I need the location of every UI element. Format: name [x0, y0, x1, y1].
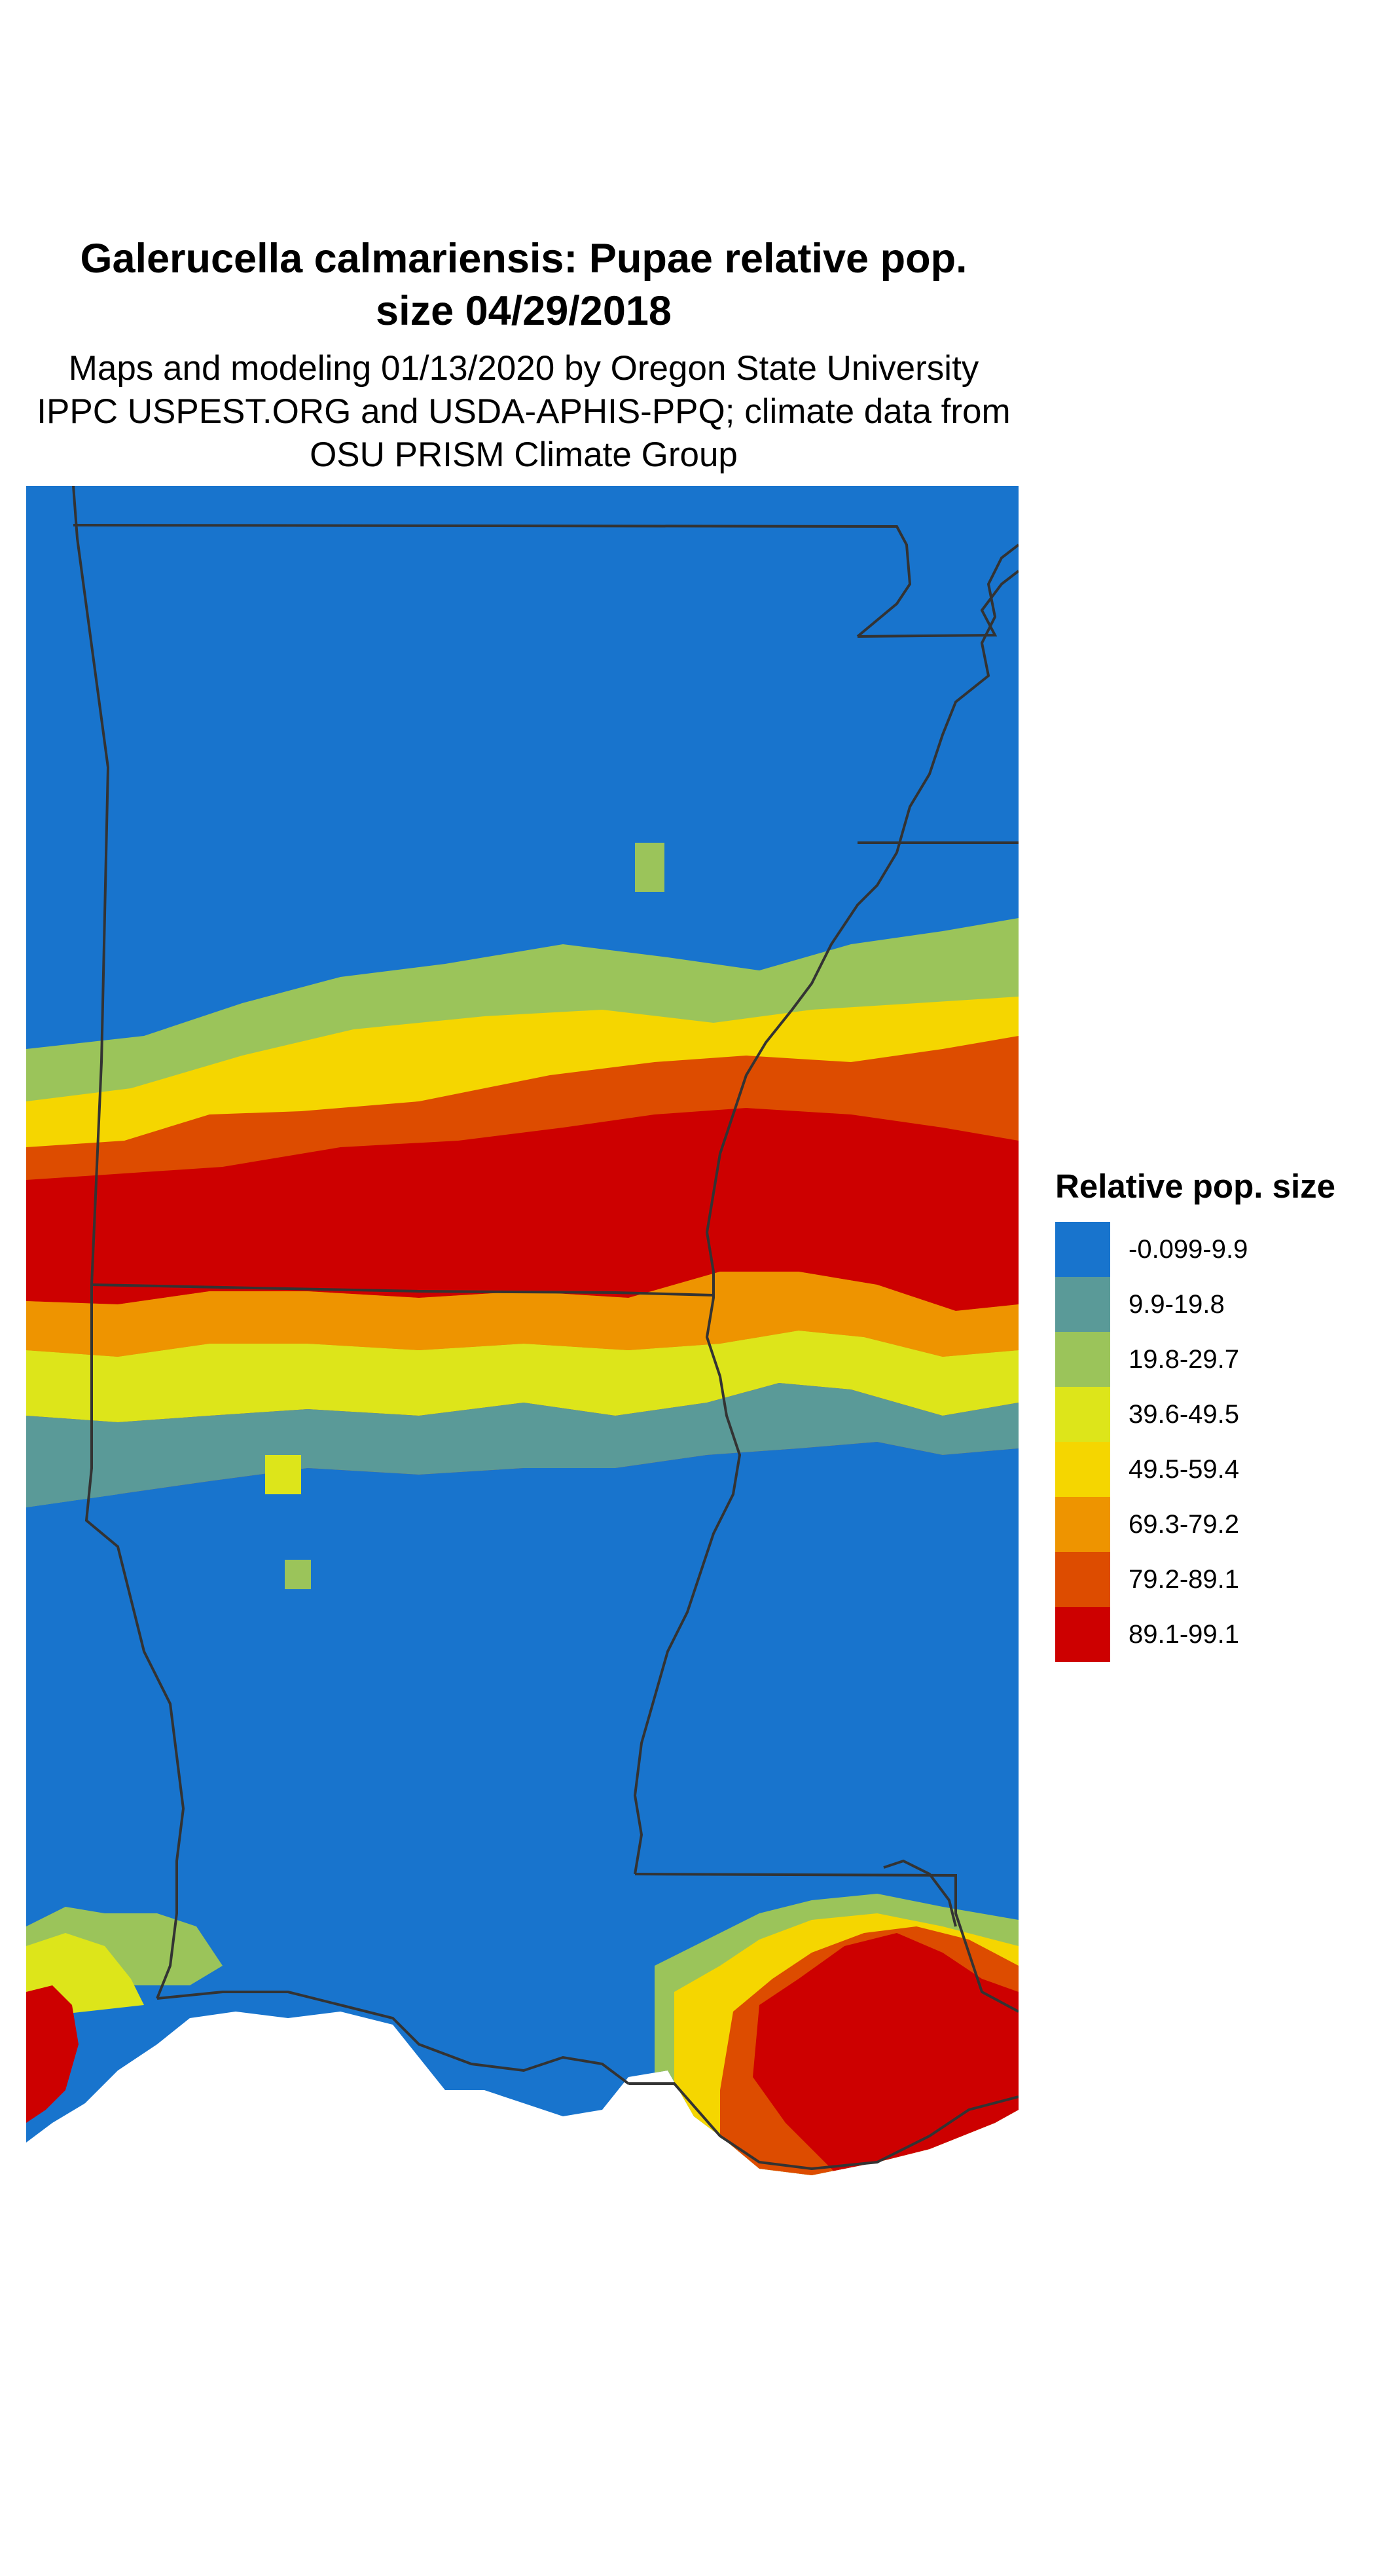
mississippi-river-upper — [633, 543, 1019, 1875]
zone-89-1-north — [26, 1108, 1019, 1311]
map-subtitle-line-1: Maps and modeling 01/13/2020 by Oregon S… — [68, 349, 979, 388]
legend-item: 69.3-79.2 — [1055, 1497, 1363, 1552]
legend-label: 69.3-79.2 — [1129, 1509, 1240, 1539]
legend-item: 9.9-19.8 — [1055, 1277, 1363, 1332]
louisiana-coast-west — [156, 1991, 630, 2085]
legend-swatch — [1055, 1387, 1110, 1442]
zone-39-6-band — [26, 1331, 1019, 1422]
mississippi-river-delta — [883, 1859, 957, 1927]
legend-label: 49.5-59.4 — [1129, 1454, 1240, 1484]
legend-swatch — [1055, 1332, 1110, 1387]
mississippi-louisiana-31st — [634, 1873, 1019, 2013]
map-title: Galerucella calmariensis: Pupae relative… — [0, 232, 1047, 337]
legend-items: -0.099-9.9 9.9-19.8 19.8-29.7 39.6-49.5 49.5… — [1055, 1222, 1363, 1662]
legend-item: 89.1-99.1 — [1055, 1607, 1363, 1662]
zone-89-1-southeast — [753, 1933, 1019, 2175]
legend-item: 19.8-29.7 — [1055, 1332, 1363, 1387]
legend-label: 79.2-89.1 — [1129, 1564, 1240, 1594]
legend-swatch — [1055, 1497, 1110, 1552]
legend-swatch — [1055, 1222, 1110, 1277]
legend-swatch — [1055, 1442, 1110, 1497]
zone-39-6-patch-1 — [265, 1455, 301, 1494]
legend-label: 9.9-19.8 — [1129, 1289, 1225, 1319]
legend-swatch — [1055, 1607, 1110, 1662]
arkansas-louisiana-border — [91, 1283, 714, 1297]
zone-19-8-patch-2 — [285, 1560, 311, 1589]
legend-item: -0.099-9.9 — [1055, 1222, 1363, 1277]
zone-69-3-band — [26, 1272, 1019, 1357]
sabine-river-texas-border — [130, 1598, 185, 1999]
legend-swatch — [1055, 1277, 1110, 1332]
zone-19-8-patch-1 — [635, 843, 664, 892]
map-title-line-1: Galerucella calmariensis: Pupae relative… — [80, 236, 967, 282]
legend-label: 89.1-99.1 — [1129, 1619, 1240, 1649]
map-subtitle-line-2: IPPC USPEST.ORG and USDA-APHIS-PPQ; clim… — [37, 392, 1011, 431]
zone-low-middle — [26, 1442, 1019, 1874]
legend-item: 39.6-49.5 — [1055, 1387, 1363, 1442]
population-map — [26, 486, 1019, 2175]
legend-item: 79.2-89.1 — [1055, 1552, 1363, 1607]
state-borders — [72, 486, 1019, 2171]
legend-label: -0.099-9.9 — [1129, 1234, 1248, 1264]
oklahoma-arkansas-border — [73, 524, 912, 638]
map-subtitle: Maps and modeling 01/13/2020 by Oregon S… — [0, 347, 1047, 477]
map-subtitle-line-3: OSU PRISM Climate Group — [310, 435, 738, 474]
legend-label: 39.6-49.5 — [1129, 1399, 1240, 1429]
legend-label: 19.8-29.7 — [1129, 1344, 1240, 1374]
zone-9-9-band — [26, 1383, 1019, 1507]
raster-layer — [26, 486, 1019, 2175]
map-title-line-2: size 04/29/2018 — [376, 288, 672, 334]
legend: Relative pop. size -0.099-9.9 9.9-19.8 19.… — [1055, 1166, 1363, 1662]
legend-swatch — [1055, 1552, 1110, 1607]
louisiana-coast-east — [628, 2082, 1019, 2171]
missouri-arkansas-bootheel — [857, 570, 1019, 638]
legend-title: Relative pop. size — [1055, 1168, 1335, 1205]
zone-89-1-southwest — [26, 1985, 79, 2123]
legend-item: 49.5-59.4 — [1055, 1442, 1363, 1497]
